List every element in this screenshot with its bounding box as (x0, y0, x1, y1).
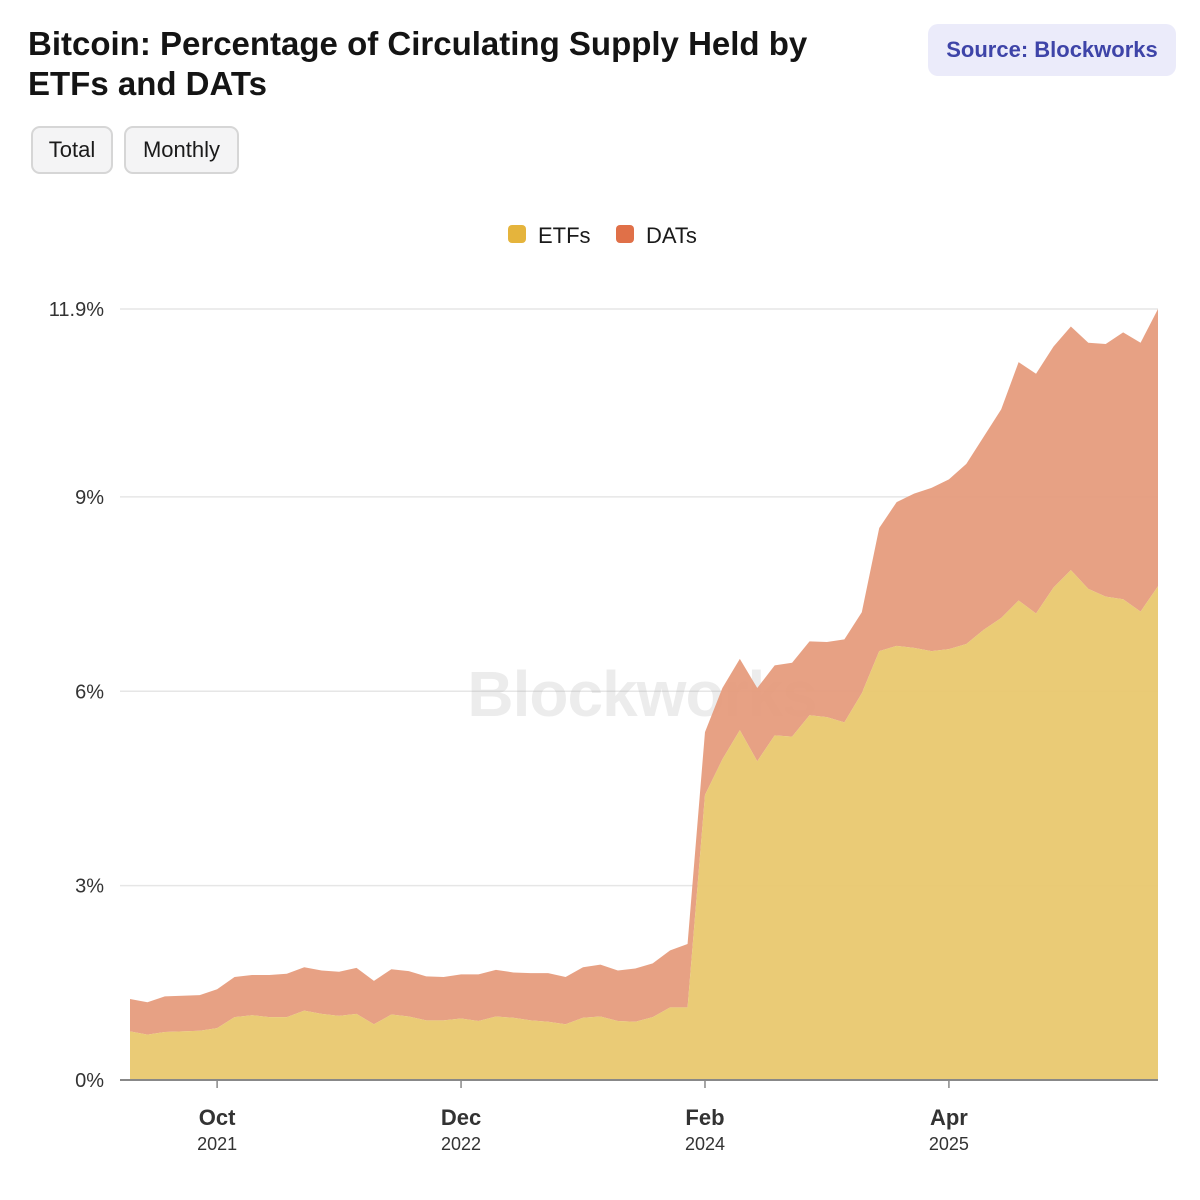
etfs-series-area[interactable] (130, 570, 1158, 1080)
total-toggle-button[interactable]: Total (31, 126, 113, 174)
legend-label-etfs[interactable]: ETFs (538, 223, 591, 248)
source-badge[interactable]: Source: Blockworks (928, 24, 1176, 76)
legend-swatch-dats (616, 225, 634, 243)
x-tick-year-label: 2022 (441, 1134, 481, 1154)
axes: 0% 3% 6% 9% 11.9% Oct 2021 Dec 2022 Feb 2024 Apr 202… (49, 299, 1158, 1154)
x-tick-month-label: Dec (441, 1105, 481, 1130)
x-tick-year-label: 2024 (685, 1134, 725, 1154)
y-tick-label: 11.9% (49, 299, 104, 321)
y-tick-label: 3% (75, 876, 104, 898)
chart-title: Bitcoin: Percentage of Circulating Suppl… (28, 25, 808, 102)
y-tick-label: 9% (75, 487, 104, 509)
legend-swatch-etfs (508, 225, 526, 243)
legend[interactable]: ETFs DATs (508, 223, 697, 248)
x-tick-year-label: 2025 (929, 1134, 969, 1154)
x-tick-month-label: Feb (685, 1105, 724, 1130)
x-tick-year-label: 2021 (197, 1134, 237, 1154)
monthly-toggle-button[interactable]: Monthly (124, 126, 239, 174)
x-tick-month-label: Apr (930, 1105, 968, 1130)
dats-series-area[interactable] (130, 309, 1158, 1035)
x-tick-month-label: Oct (199, 1105, 236, 1130)
legend-label-dats[interactable]: DATs (646, 223, 697, 248)
plot-areas (130, 309, 1158, 1080)
y-tick-label: 6% (75, 681, 104, 703)
y-tick-label: 0% (75, 1070, 104, 1092)
